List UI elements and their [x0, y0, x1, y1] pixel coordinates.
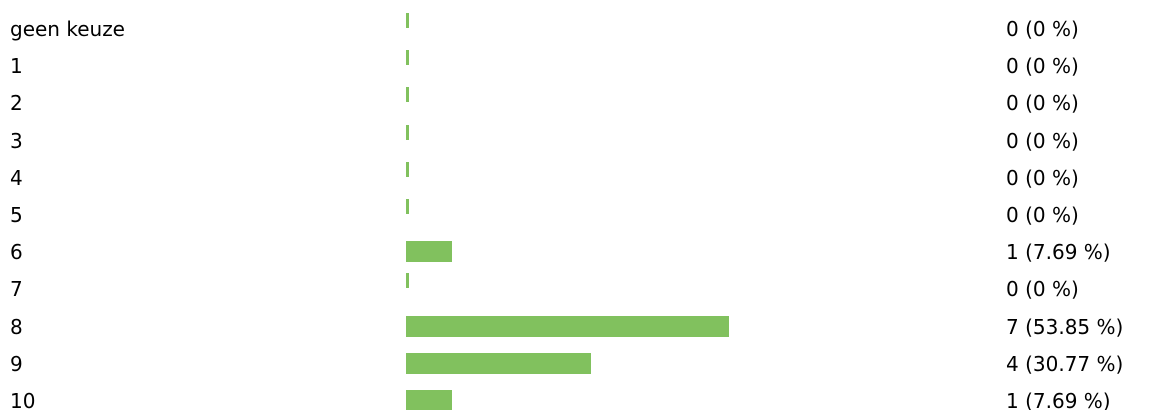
bar	[406, 315, 729, 337]
chart-row: geen keuze 0 (0 %)	[0, 11, 1160, 48]
chart-row: 4 0 (0 %)	[0, 160, 1160, 197]
category-label: 8	[10, 314, 23, 339]
value-label: 7 (53.85 %)	[1006, 314, 1124, 339]
bar	[406, 124, 409, 140]
category-label: 2	[10, 91, 23, 116]
chart-row: 8 7 (53.85 %)	[0, 309, 1160, 346]
bar	[406, 352, 591, 374]
category-label: geen keuze	[10, 17, 125, 41]
bar	[406, 390, 452, 410]
chart-row: 2 0 (0 %)	[0, 85, 1160, 122]
chart-row: 7 0 (0 %)	[0, 271, 1160, 308]
value-label: 0 (0 %)	[1006, 128, 1079, 153]
value-label: 4 (30.77 %)	[1006, 351, 1124, 376]
value-label: 0 (0 %)	[1006, 277, 1079, 302]
bar	[406, 161, 409, 177]
chart-row: 5 0 (0 %)	[0, 197, 1160, 234]
value-label: 0 (0 %)	[1006, 91, 1079, 116]
category-label: 6	[10, 240, 23, 265]
bar	[406, 13, 409, 28]
category-label: 7	[10, 277, 23, 302]
chart-row: 9 4 (30.77 %)	[0, 346, 1160, 383]
category-label: 1	[10, 54, 23, 79]
chart-row: 10 1 (7.69 %)	[0, 383, 1160, 410]
category-label: 10	[10, 389, 36, 410]
bar	[406, 273, 409, 289]
value-label: 0 (0 %)	[1006, 165, 1079, 190]
value-label: 0 (0 %)	[1006, 54, 1079, 79]
value-label: 1 (7.69 %)	[1006, 240, 1111, 265]
bar	[406, 87, 409, 103]
chart-row: 6 1 (7.69 %)	[0, 234, 1160, 271]
value-label: 1 (7.69 %)	[1006, 389, 1111, 410]
bar	[406, 50, 409, 66]
category-label: 4	[10, 165, 23, 190]
value-label: 0 (0 %)	[1006, 203, 1079, 227]
value-label: 0 (0 %)	[1006, 17, 1079, 41]
category-label: 3	[10, 128, 23, 153]
category-label: 9	[10, 351, 23, 376]
chart-row: 1 0 (0 %)	[0, 48, 1160, 85]
bar	[406, 199, 409, 214]
category-label: 5	[10, 203, 23, 227]
chart-row: 3 0 (0 %)	[0, 123, 1160, 160]
bar	[406, 241, 452, 263]
